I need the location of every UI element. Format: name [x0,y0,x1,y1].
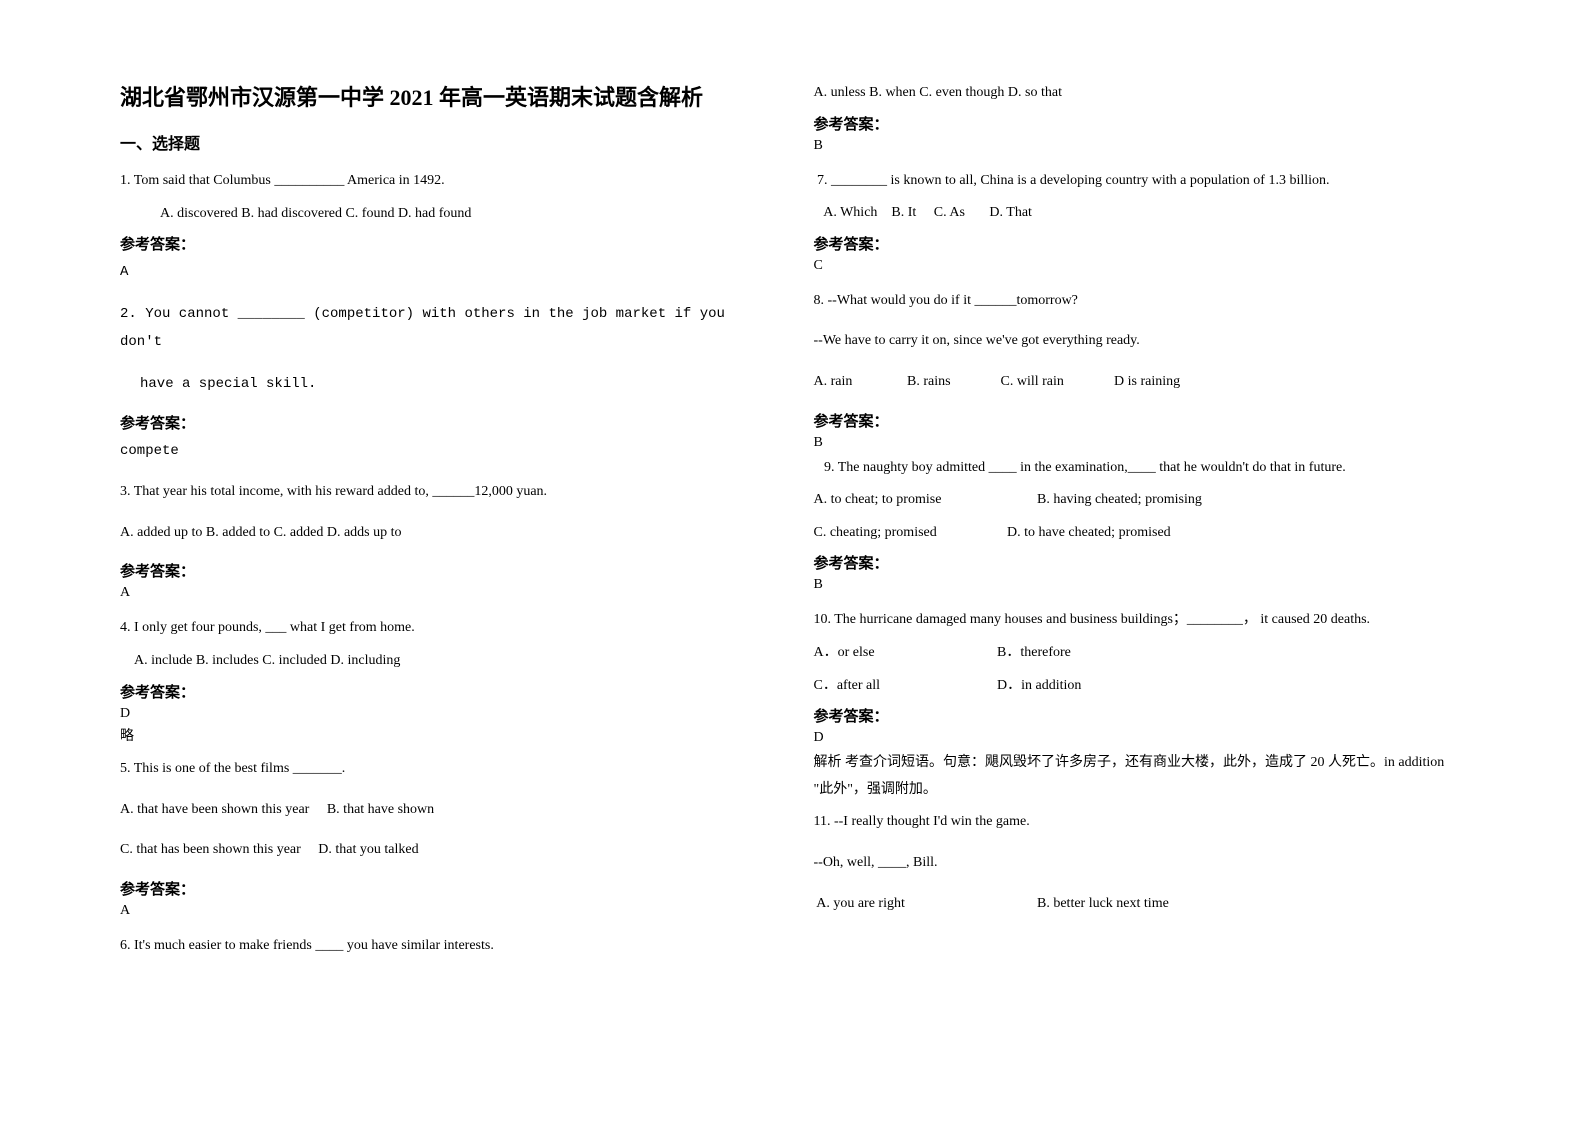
q2-line2: don't [120,328,774,356]
q5-optD: D. that you talked [318,842,418,857]
q10-text: 10. The hurricane damaged many houses an… [814,607,1468,634]
answer-label: 参考答案： [120,681,774,702]
answer-label: 参考答案： [814,113,1468,134]
q3-text: 3. That year his total income, with his … [120,479,774,506]
answer-label: 参考答案： [120,233,774,254]
answer-label: 参考答案： [814,705,1468,726]
q5-options-row2: C. that has been shown this year D. that… [120,837,774,864]
q8-optC: C. will rain [1001,369,1111,396]
q9-optD: D. to have cheated; promised [1007,525,1171,540]
q10-optB: B．therefore [997,645,1071,660]
q9-text: 9. The naughty boy admitted ____ in the … [814,455,1468,482]
q4-text: 4. I only get four pounds, ___ what I ge… [120,615,774,642]
q9-answer: B [814,577,1468,593]
q5-text: 5. This is one of the best films _______… [120,756,774,783]
q5-optB: B. that have shown [327,802,434,817]
answer-label: 参考答案： [120,412,774,433]
q8-optD: D is raining [1114,374,1180,389]
q4-extra: 略 [120,724,774,751]
q8-options: A. rain B. rains C. will rain D is raini… [814,369,1468,396]
q10-options-row1: A．or else B．therefore [814,640,1468,667]
q11-options: A. you are right B. better luck next tim… [814,891,1468,918]
left-column: 湖北省鄂州市汉源第一中学 2021 年高一英语期末试题含解析 一、选择题 1. … [100,80,794,1082]
q4-answer: D [120,706,774,722]
q9-options-row1: A. to cheat; to promise B. having cheate… [814,487,1468,514]
page-title: 湖北省鄂州市汉源第一中学 2021 年高一英语期末试题含解析 [120,80,774,112]
q5-optC: C. that has been shown this year [120,842,301,857]
q5-optA: A. that have been shown this year [120,802,309,817]
q5-options-row1: A. that have been shown this year B. tha… [120,797,774,824]
q5-answer: A [120,903,774,919]
q9-options-row2: C. cheating; promised D. to have cheated… [814,520,1468,547]
q2-line1: 2. You cannot ________ (competitor) with… [120,300,774,328]
q8-line1: 8. --What would you do if it ______tomor… [814,288,1468,315]
right-column: A. unless B. when C. even though D. so t… [794,80,1488,1082]
answer-label: 参考答案： [120,560,774,581]
q1-options: A. discovered B. had discovered C. found… [120,201,774,228]
q10-optC: C．after all [814,673,994,700]
q8-answer: B [814,435,1468,451]
section-heading: 一、选择题 [120,130,774,154]
q1-text: 1. Tom said that Columbus __________ Ame… [120,168,774,195]
q8-line2: --We have to carry it on, since we've go… [814,328,1468,355]
q10-optA: A．or else [814,640,994,667]
q10-explanation: 解析 考查介词短语。句意：飓风毁坏了许多房子，还有商业大楼，此外，造成了 20 … [814,750,1468,803]
answer-label: 参考答案： [814,233,1468,254]
q10-answer: D [814,730,1468,746]
answer-label: 参考答案： [120,878,774,899]
q6-answer: B [814,138,1468,154]
q6-options: A. unless B. when C. even though D. so t… [814,80,1468,107]
q3-answer: A [120,585,774,601]
q7-answer: C [814,258,1468,274]
q11-optA: A. you are right [814,891,1034,918]
answer-label: 参考答案： [814,410,1468,431]
q7-text: 7. ________ is known to all, China is a … [814,168,1468,195]
q11-optB: B. better luck next time [1037,896,1169,911]
q7-options: A. Which B. It C. As D. That [814,200,1468,227]
q9-optB: B. having cheated; promising [1037,492,1202,507]
q6-text: 6. It's much easier to make friends ____… [120,933,774,960]
q10-options-row2: C．after all D．in addition [814,673,1468,700]
q9-optC: C. cheating; promised [814,520,1004,547]
q10-optD: D．in addition [997,678,1081,693]
q4-options: A. include B. includes C. included D. in… [120,648,774,675]
q8-optA: A. rain [814,369,904,396]
q1-answer: A [120,258,774,286]
q2-answer: compete [120,437,774,465]
q11-line2: --Oh, well, ____, Bill. [814,850,1468,877]
q2-line3: have a special skill. [120,370,774,398]
q9-optA: A. to cheat; to promise [814,487,1034,514]
answer-label: 参考答案： [814,552,1468,573]
q11-line1: 11. --I really thought I'd win the game. [814,809,1468,836]
q3-options: A. added up to B. added to C. added D. a… [120,520,774,547]
q8-optB: B. rains [907,369,997,396]
